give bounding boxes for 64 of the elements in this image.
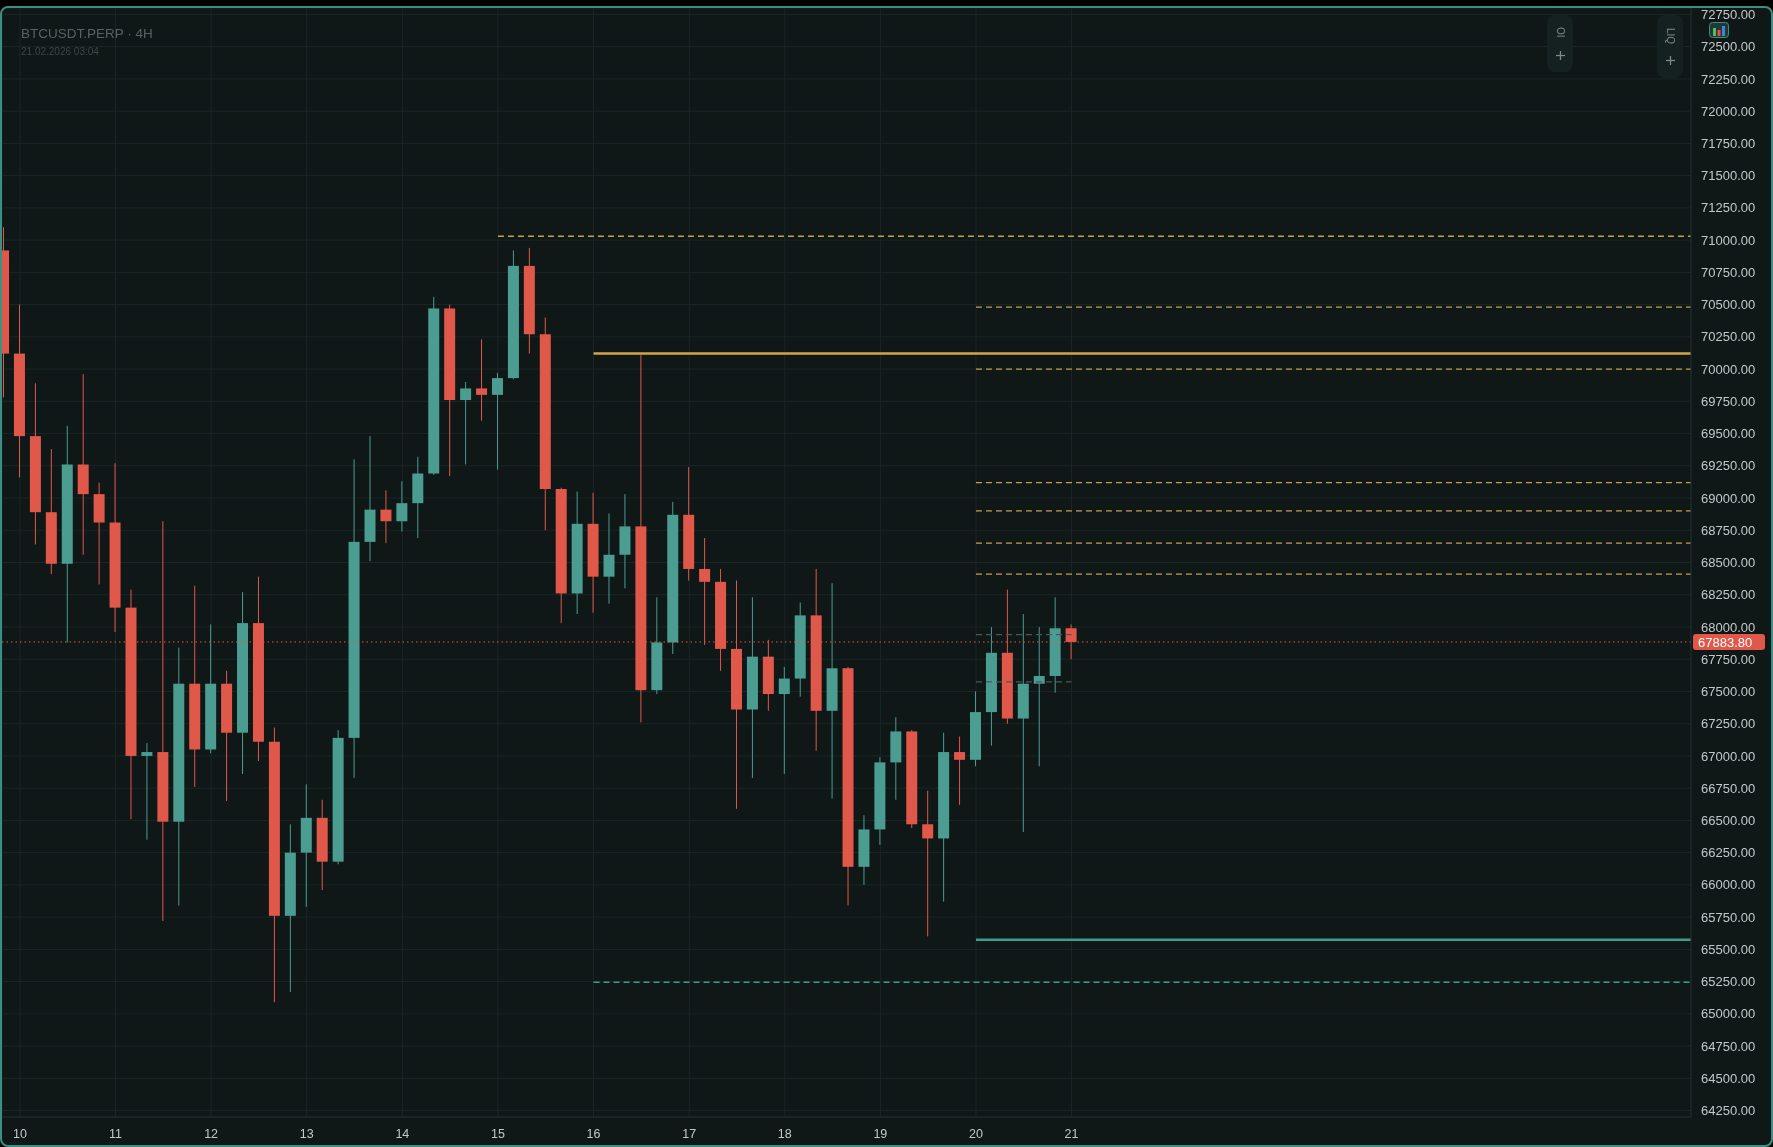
y-tick-label: 70000.00 [1701, 361, 1756, 377]
candlestick [778, 666, 790, 775]
y-tick-label: 71750.00 [1701, 136, 1756, 152]
text: BTCUSDT.PERP · 4H [21, 25, 153, 42]
y-tick-label: 68750.00 [1701, 522, 1756, 538]
y-tick-label: 70500.00 [1701, 297, 1756, 313]
x-tick-label: 17 [682, 1126, 697, 1141]
candlestick [491, 372, 503, 471]
x-tick-label: 18 [777, 1126, 792, 1141]
y-tick-label: 64750.00 [1701, 1038, 1756, 1054]
y-tick-label: 71250.00 [1701, 200, 1756, 216]
y-tick-label: 68250.00 [1701, 587, 1756, 603]
x-tick-label: 16 [586, 1126, 601, 1141]
y-tick-label: 66000.00 [1701, 877, 1756, 893]
candlestick [1033, 626, 1045, 767]
annotation: OI [1554, 27, 1566, 39]
candlestick [922, 790, 934, 937]
pill-button: OI [1547, 15, 1573, 72]
y-tick-label: 66500.00 [1701, 813, 1756, 829]
y-tick-label: 69250.00 [1701, 458, 1756, 474]
y-tick-label: 65750.00 [1701, 909, 1756, 925]
candlestick [141, 742, 153, 841]
candlestick [380, 489, 392, 544]
ref-line-label: 67883.80 [1698, 634, 1753, 650]
y-tick-label: 64250.00 [1701, 1103, 1756, 1119]
x-tick-label: 19 [873, 1126, 888, 1141]
y-tick-label: 67500.00 [1701, 684, 1756, 700]
y-tick-label: 65250.00 [1701, 974, 1756, 990]
y-tick-label: 66750.00 [1701, 780, 1756, 796]
y-tick-label: 72250.00 [1701, 71, 1756, 87]
x-tick-label: 21 [1064, 1126, 1079, 1141]
y-tick-label: 67000.00 [1701, 748, 1756, 764]
candlestick [396, 480, 408, 533]
y-tick-label: 68500.00 [1701, 555, 1756, 571]
y-tick-label: 71000.00 [1701, 232, 1756, 248]
y-tick-label: 64500.00 [1701, 1070, 1756, 1086]
y-tick-label: 70250.00 [1701, 329, 1756, 345]
y-tick-label: 66250.00 [1701, 845, 1756, 861]
x-tick-label: 14 [395, 1126, 410, 1141]
candlestick [476, 338, 488, 422]
candlestick [460, 381, 472, 465]
y-tick-label: 72000.00 [1701, 103, 1756, 119]
annotation: LIQ [1664, 27, 1676, 44]
candlestick [603, 513, 615, 605]
y-tick-label: 67750.00 [1701, 651, 1756, 667]
pill-button: LIQ [1657, 15, 1683, 78]
x-tick-label: 15 [490, 1126, 505, 1141]
y-tick-label: 70750.00 [1701, 264, 1756, 280]
y-tick-label: 72750.00 [1701, 7, 1756, 23]
y-tick-label: 69000.00 [1701, 490, 1756, 506]
x-tick-label: 12 [204, 1126, 219, 1141]
y-tick-label: 72500.00 [1701, 39, 1756, 55]
y-tick-label: 68000.00 [1701, 619, 1756, 635]
x-tick-label: 10 [12, 1126, 27, 1141]
y-tick-label: 67250.00 [1701, 716, 1756, 732]
y-tick-label: 69500.00 [1701, 426, 1756, 442]
x-tick-label: 11 [109, 1126, 123, 1141]
x-tick-label: 13 [299, 1126, 314, 1141]
candlestick [954, 736, 966, 806]
y-tick-label: 71500.00 [1701, 168, 1756, 184]
y-tick-label: 69750.00 [1701, 393, 1756, 409]
y-tick-label: 65500.00 [1701, 941, 1756, 957]
x-tick-label: 20 [969, 1126, 983, 1141]
y-tick-label: 65000.00 [1701, 1006, 1756, 1022]
